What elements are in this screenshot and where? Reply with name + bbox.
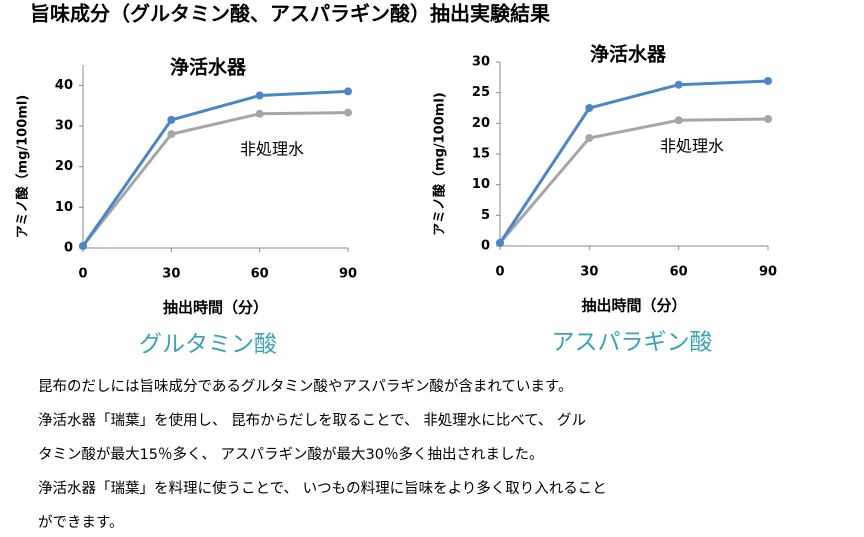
chart-subtitle: アスパラギン酸 (552, 330, 713, 356)
y-tick-label: 25 (472, 85, 490, 100)
data-point (344, 108, 352, 117)
y-tick-label: 0 (64, 241, 73, 256)
paragraph-line: タミン酸が最大15％多く、 アスパラギン酸が最大30％多く抽出されました。 (38, 446, 544, 463)
series-label: 非処理水 (240, 140, 304, 159)
series-line (81, 111, 349, 247)
x-tick-label: 60 (670, 265, 688, 280)
y-axis-label: アミノ酸（mg/100ml) (432, 92, 448, 235)
x-tick-label: 30 (162, 267, 180, 282)
x-tick-label: 90 (759, 265, 777, 280)
data-point (764, 115, 772, 124)
data-point (585, 104, 594, 112)
data-point (167, 115, 176, 124)
x-tick-label: 0 (78, 267, 87, 282)
y-tick-label: 15 (472, 147, 490, 162)
y-tick-label: 30 (472, 55, 490, 70)
y-tick-label: 20 (55, 159, 73, 174)
data-point (255, 91, 264, 100)
x-tick-label: 60 (251, 267, 269, 282)
data-point (255, 109, 264, 118)
data-point (79, 241, 87, 250)
series-label: 浄活水器 (590, 43, 667, 66)
paragraph-line: 浄活水器「瑞葉」を使用し、 昆布からだしを取ることで、 非処理水に比べて、 グル (38, 412, 586, 429)
y-tick-label: 30 (55, 119, 73, 134)
chart-subtitle: グルタミン酸 (139, 332, 277, 358)
series-label: 浄活水器 (170, 56, 247, 79)
x-axis-label: 抽出時間（分） (163, 299, 268, 317)
y-tick-label: 40 (55, 78, 73, 93)
x-axis-label: 抽出時間（分） (581, 297, 686, 315)
data-point (674, 116, 683, 125)
data-point (344, 87, 352, 96)
data-point (496, 238, 504, 247)
x-tick-label: 30 (580, 265, 598, 280)
y-tick-label: 20 (472, 116, 490, 131)
y-tick-label: 10 (55, 200, 73, 215)
paragraph-line: 浄活水器「瑞葉」を料理に使うことで、 いつもの料理に旨味をより多く取り入れること (38, 480, 607, 497)
x-tick-label: 0 (495, 265, 504, 280)
y-tick-label: 0 (481, 239, 490, 254)
paragraph-line: 昆布のだしには旨味成分であるグルタミン酸やアスパラギン酸が含まれています。 (38, 378, 572, 395)
x-tick-label: 90 (339, 267, 357, 282)
data-point (167, 130, 176, 139)
series-line (498, 79, 769, 244)
y-tick-label: 5 (481, 208, 490, 223)
paragraph-line: ができます。 (38, 514, 124, 531)
data-point (674, 80, 683, 89)
data-point (764, 77, 772, 86)
series-line (81, 89, 349, 247)
series-label: 非処理水 (660, 137, 724, 156)
y-tick-label: 10 (472, 177, 490, 192)
y-axis-label: アミノ酸（mg/100ml) (15, 95, 31, 238)
data-point (585, 134, 594, 143)
page-title: 旨味成分（グルタミン酸、アスパラギン酸）抽出実験結果 (30, 2, 550, 26)
series-line (498, 117, 769, 244)
